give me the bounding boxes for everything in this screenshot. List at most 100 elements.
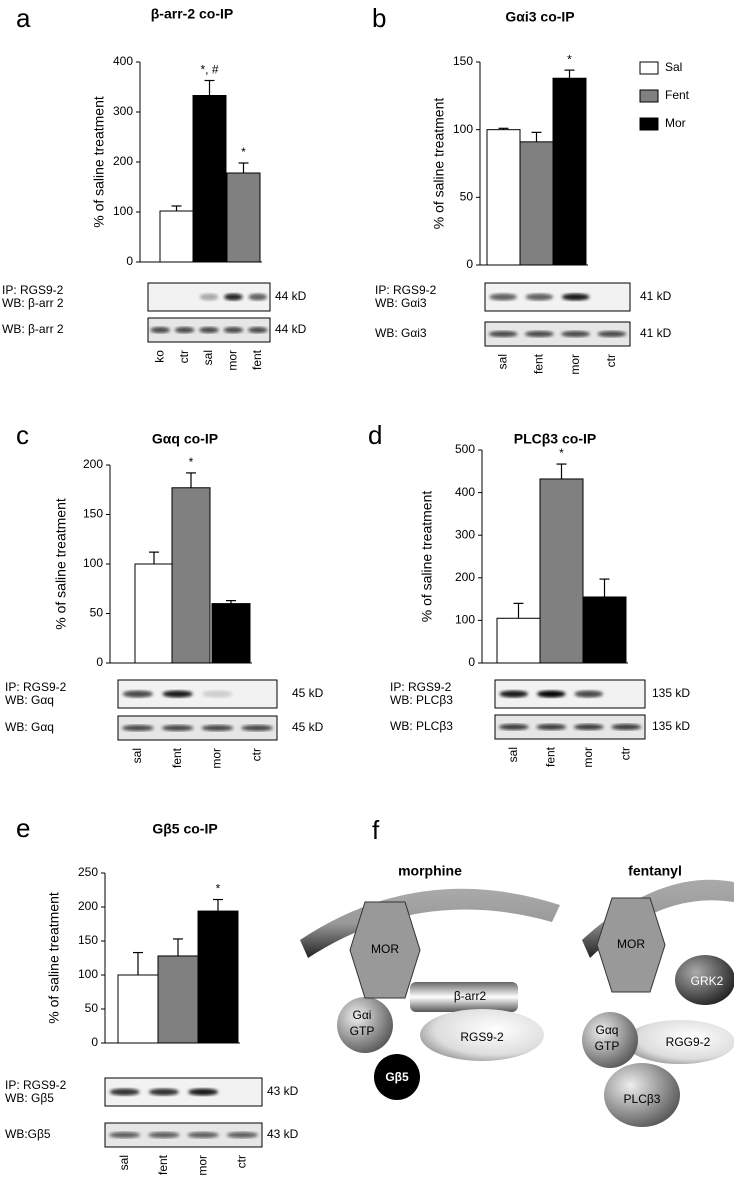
y-tick-label: 200 <box>455 570 475 584</box>
blot-band <box>162 690 193 698</box>
blot-kd: 135 kD <box>652 686 690 700</box>
blot-band <box>573 724 604 730</box>
blot-kd: 45 kD <box>292 686 324 700</box>
blot-band <box>187 1132 219 1138</box>
lane-label: ko <box>152 350 166 363</box>
g-beta5 <box>374 1054 420 1100</box>
blot-band <box>150 327 170 333</box>
legend-label: Mor <box>665 116 686 130</box>
bar <box>486 129 521 266</box>
diagram-label: RGS9-2 <box>460 1030 504 1044</box>
plcb3 <box>604 1063 680 1127</box>
lane-label: ctr <box>249 748 263 761</box>
blot-band <box>241 725 274 731</box>
lane-label: ctr <box>235 1155 249 1168</box>
y-axis-label: % of saline treatment <box>53 498 69 630</box>
chart-title: β-arr-2 co-IP <box>151 6 233 22</box>
diagram-label: β-arr2 <box>454 989 487 1003</box>
g-alpha <box>582 1012 638 1068</box>
blot-band <box>226 1132 259 1138</box>
blot-kd: 43 kD <box>267 1084 299 1098</box>
chart-title: PLCβ3 co-IP <box>514 431 596 447</box>
blot-band <box>248 327 268 333</box>
legend-label: Fent <box>665 88 690 102</box>
blot-band <box>248 293 268 301</box>
blot-band <box>537 690 566 698</box>
blot-band <box>224 293 243 301</box>
chart-title: Gβ5 co-IP <box>152 821 217 837</box>
diagram-label: MOR <box>371 942 399 956</box>
blot-label: IP: RGS9-2 <box>390 680 452 694</box>
blot-band <box>202 690 233 698</box>
bar <box>197 910 239 1044</box>
diagram: f morphine fentanyl MOR β-arr2 Gαi GTP R… <box>300 815 734 1127</box>
diagram-title: morphine <box>398 863 462 879</box>
y-tick-label: 150 <box>453 54 473 68</box>
membrane <box>300 888 560 958</box>
bar <box>496 617 541 664</box>
y-tick-label: 50 <box>460 190 474 204</box>
bar <box>134 563 174 664</box>
y-tick-label: 50 <box>85 1001 99 1015</box>
blot-kd: 135 kD <box>652 719 690 733</box>
lane-label: fent <box>543 746 557 767</box>
panel: c Gαq co-IP % of saline treatment 0 50 100 150… <box>5 420 324 769</box>
blot-band <box>108 1132 141 1138</box>
blot-label: WB: Gαq <box>5 720 54 734</box>
beta-arrestin <box>410 982 518 1012</box>
blot-band <box>561 331 591 337</box>
blot-kd: 44 kD <box>275 289 307 303</box>
bar <box>552 77 587 266</box>
blot-label: WB: Gαi3 <box>375 296 427 310</box>
bar <box>211 603 251 664</box>
diagram-label: GTP <box>595 1039 620 1053</box>
y-tick-label: 200 <box>78 899 98 913</box>
y-tick-label: 100 <box>455 613 475 627</box>
lane-label: sal <box>201 350 215 365</box>
blot-band <box>223 327 244 333</box>
y-tick-label: 300 <box>455 527 475 541</box>
blot-label: WB: PLCβ3 <box>390 693 453 707</box>
y-tick-label: 0 <box>468 655 475 669</box>
panel: a β-arr-2 co-IP % of saline treatment 0 100 2… <box>2 3 307 371</box>
lane-label: mor <box>568 354 582 375</box>
y-axis-label: % of saline treatment <box>91 96 107 228</box>
diagram-label: Gβ5 <box>385 1070 409 1084</box>
annotation: * <box>216 882 221 896</box>
y-axis-label: % of saline treatment <box>431 98 447 230</box>
rgs9 <box>420 1009 544 1061</box>
blot-band <box>561 293 590 301</box>
lane-label: ctr <box>177 350 191 363</box>
legend-swatch <box>639 117 659 131</box>
blot-band <box>488 331 518 337</box>
lane-label: fent <box>532 353 546 374</box>
g-alpha <box>337 997 393 1053</box>
blot-band <box>199 327 219 333</box>
bar <box>192 95 227 263</box>
blot-label: WB: Gαi3 <box>375 326 427 340</box>
y-tick-label: 0 <box>126 254 133 268</box>
annotation: * <box>189 455 194 469</box>
blot-label: IP: RGS9-2 <box>2 283 64 297</box>
membrane <box>582 879 734 958</box>
diagram-label: RGG9-2 <box>666 1035 711 1049</box>
blot-band <box>148 1132 180 1138</box>
blot-band <box>524 331 554 337</box>
blot-band <box>498 724 529 730</box>
y-tick-label: 100 <box>113 204 133 218</box>
lane-label: sal <box>130 748 144 763</box>
y-tick-label: 100 <box>83 556 103 570</box>
panel-letter: b <box>372 3 386 33</box>
panel: e Gβ5 co-IP % of saline treatment 0 50 100 150… <box>5 813 299 1176</box>
lane-label: sal <box>506 747 520 762</box>
lane-label: fent <box>170 747 184 768</box>
y-tick-label: 500 <box>455 442 475 456</box>
bar <box>159 210 194 263</box>
lane-label: mor <box>210 748 224 769</box>
legend-swatch <box>639 61 659 75</box>
blot-band <box>525 293 554 301</box>
y-tick-label: 50 <box>90 606 104 620</box>
bar <box>117 974 159 1044</box>
blot-band <box>109 1088 140 1096</box>
